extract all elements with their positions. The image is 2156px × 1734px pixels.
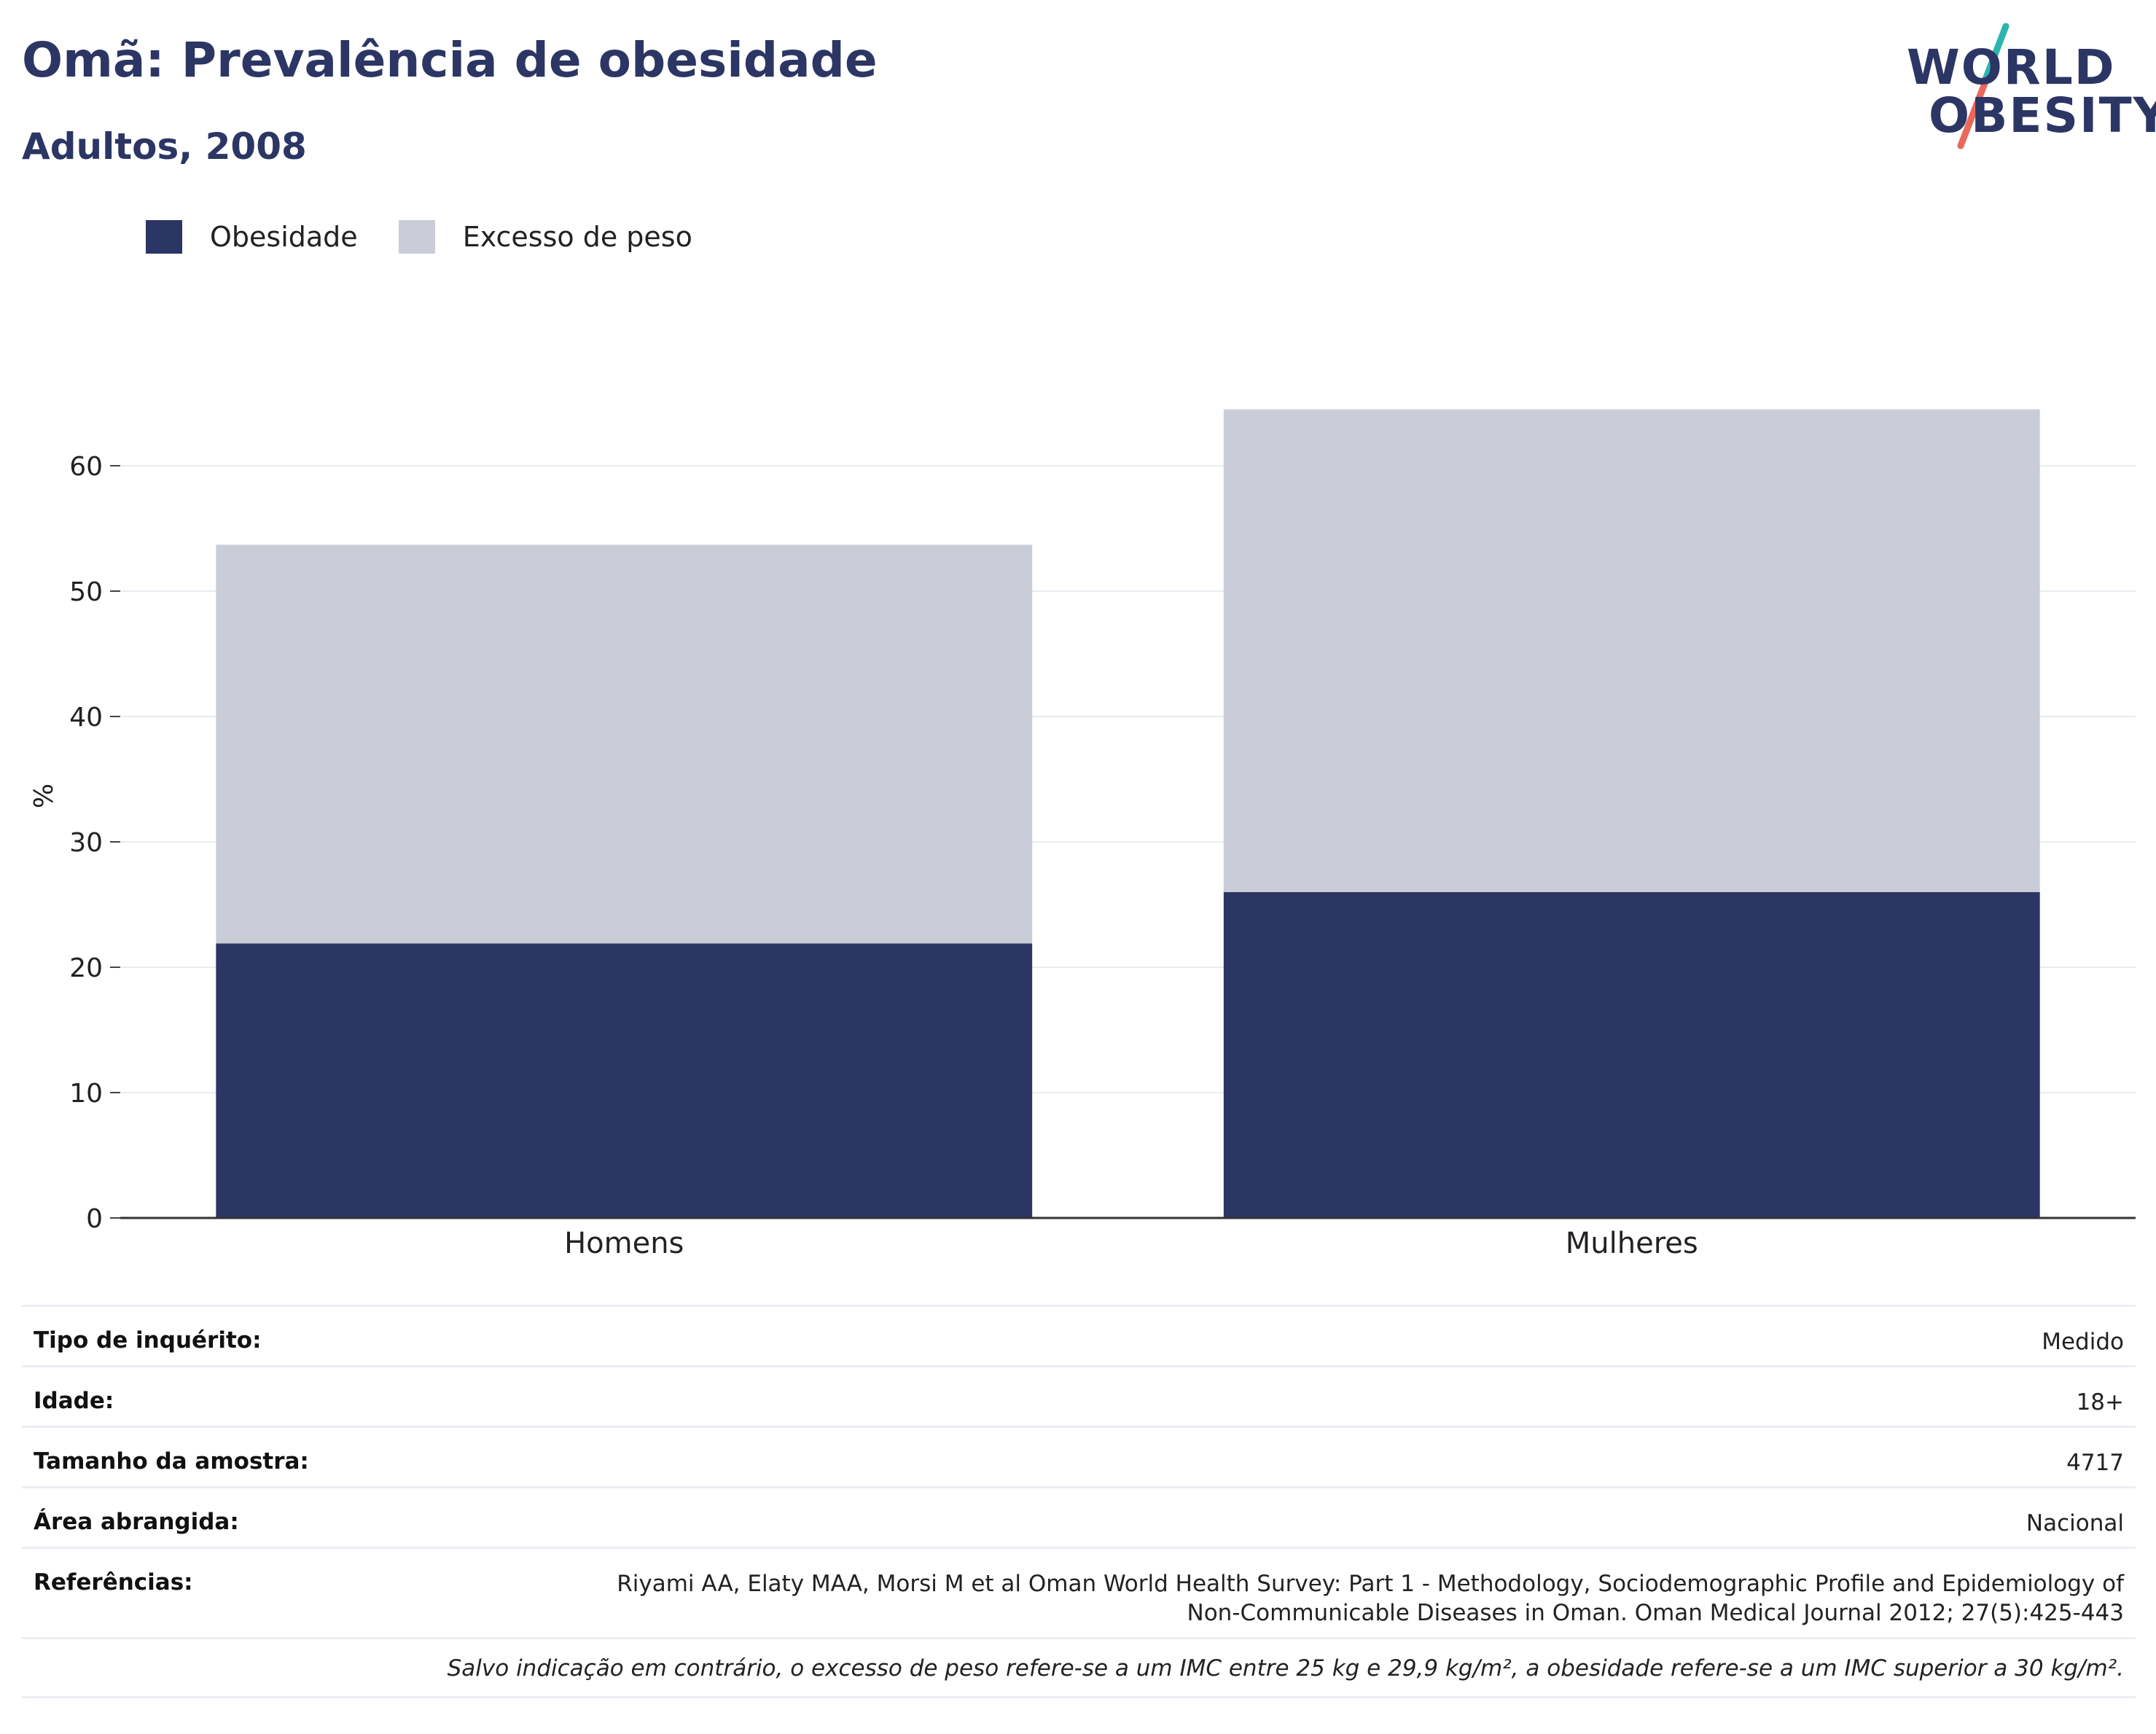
bar-obesidade-homens[interactable] <box>216 943 1033 1218</box>
y-tick-label: 0 <box>86 1204 103 1234</box>
legend-item-excesso-de-peso[interactable]: Excesso de peso <box>398 220 692 254</box>
info-value: Medido <box>2042 1329 2124 1355</box>
world-obesity-logo: WORLD OBESITY <box>1888 22 2156 153</box>
info-label: Tamanho da amostra: <box>34 1448 309 1475</box>
bar-chart: 0 10 20 30 40 50 60 Homens Mulheres % <box>29 409 2136 1260</box>
survey-info-table: Tipo de inquérito: Medido Idade: 18+ Tam… <box>22 1305 2136 1698</box>
info-label: Área abrangida: <box>34 1509 239 1535</box>
y-tick-label: 60 <box>69 452 103 482</box>
info-row-age: Idade: 18+ <box>22 1365 2136 1426</box>
bar-excesso-de-peso-mulheres[interactable] <box>1223 409 2040 892</box>
y-tick-label: 40 <box>69 703 103 733</box>
definition-note: Salvo indicação em contrário, o excesso … <box>22 1637 2136 1698</box>
legend-swatch-excesso-de-peso <box>398 220 435 254</box>
info-row-references: Referências: Riyami AA, Elaty MAA, Morsi… <box>22 1547 2136 1637</box>
logo-text-world: WORLD <box>1907 39 2116 95</box>
info-value: Nacional <box>2026 1510 2124 1536</box>
legend-item-obesidade[interactable]: Obesidade <box>146 220 358 254</box>
bar-excesso-de-peso-homens[interactable] <box>216 544 1033 944</box>
y-axis-label: % <box>29 784 59 808</box>
x-tick-label: Mulheres <box>1566 1227 1698 1260</box>
logo-text-obesity: OBESITY <box>1929 87 2156 144</box>
info-row-sample-size: Tamanho da amostra: 4717 <box>22 1426 2136 1486</box>
info-row-survey-type: Tipo de inquérito: Medido <box>22 1305 2136 1365</box>
legend-label: Excesso de peso <box>462 221 692 253</box>
reference-line: Riyami AA, Elaty MAA, Morsi M et al Oman… <box>617 1571 2124 1597</box>
info-value: 18+ <box>2076 1389 2124 1415</box>
chart-title: Omã: Prevalência de obesidade <box>22 32 878 88</box>
legend: Obesidade Excesso de peso <box>146 219 733 255</box>
info-label: Tipo de inquérito: <box>34 1327 262 1354</box>
y-tick-label: 30 <box>69 828 103 858</box>
y-tick-label: 10 <box>69 1079 103 1109</box>
reference-text: Riyami AA, Elaty MAA, Morsi M et al Oman… <box>617 1569 2124 1628</box>
info-label: Idade: <box>34 1388 114 1414</box>
bar-obesidade-mulheres[interactable] <box>1223 891 2040 1218</box>
info-label: Referências: <box>34 1569 193 1596</box>
y-tick-label: 50 <box>69 577 103 607</box>
reference-line: Non-Communicable Diseases in Oman. Oman … <box>1187 1600 2124 1626</box>
info-value: 4717 <box>2066 1450 2124 1476</box>
info-row-area: Área abrangida: Nacional <box>22 1486 2136 1547</box>
legend-swatch-obesidade <box>146 220 182 254</box>
chart-subtitle: Adultos, 2008 <box>22 125 307 168</box>
x-tick-label: Homens <box>564 1227 684 1260</box>
logo-slash-icon <box>1957 23 2009 149</box>
y-tick-label: 20 <box>69 953 103 983</box>
legend-label: Obesidade <box>210 221 358 253</box>
